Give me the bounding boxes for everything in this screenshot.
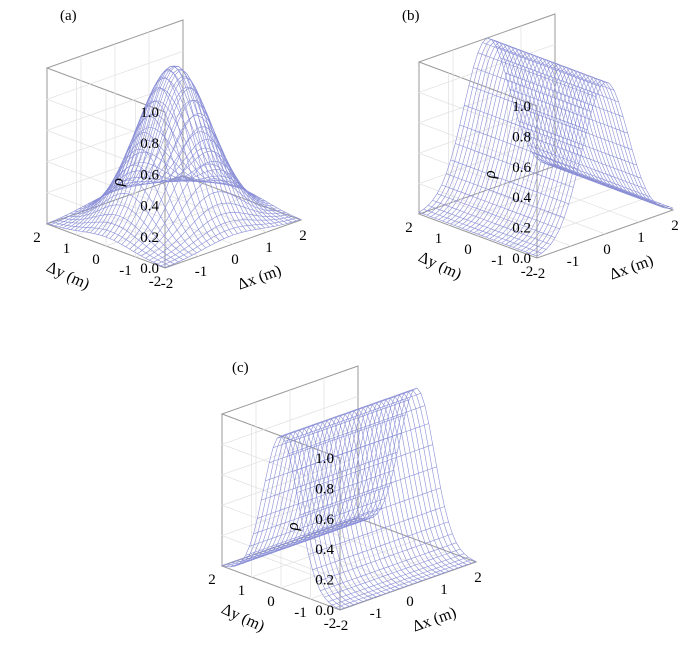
- x-axis-title: Δx (m): [607, 252, 655, 283]
- z-tick-label: 0.6: [315, 512, 334, 528]
- x-tick-label: 1: [265, 240, 273, 256]
- y-tick-label: -2: [324, 616, 337, 632]
- surface-plot-b: 0.0 0.2 0.4 0.6 0.8 1.0 -2 -1 0 1 2 -2 -1 0 1 2 Δx (m) Δy…: [402, 8, 679, 284]
- x-tick-label: 2: [671, 218, 679, 234]
- y-tick-label: 0: [464, 242, 472, 258]
- z-axis-title: ρ: [108, 178, 127, 187]
- y-tick-label: 2: [33, 230, 41, 246]
- z-tick-label: 0.8: [315, 481, 334, 497]
- y-tick-label: 1: [435, 231, 443, 247]
- x-tick-label: 0: [406, 594, 414, 610]
- grid-lines: [417, 26, 644, 248]
- z-tick-label: 0.0: [140, 261, 159, 277]
- z-tick-label: 1.0: [512, 99, 531, 115]
- z-tick-label: 1.0: [140, 105, 159, 121]
- z-tick-label: 0.2: [512, 221, 531, 237]
- y-axis-title: Δy (m): [416, 249, 464, 284]
- y-tick-label: 1: [63, 241, 71, 257]
- surface-mesh: [221, 387, 477, 610]
- x-axis-title: Δx (m): [235, 262, 283, 293]
- z-tick-label: 0.8: [512, 129, 531, 145]
- z-tick-label: 0.2: [140, 230, 159, 246]
- x-tick-label: 2: [299, 228, 307, 244]
- y-tick-label: -1: [491, 253, 504, 269]
- y-tick-label: -2: [149, 274, 162, 290]
- panel-label: (b): [402, 8, 420, 24]
- panel-label: (c): [232, 360, 249, 376]
- x-tick-label: 2: [474, 570, 482, 586]
- x-axis-title: Δx (m): [410, 604, 458, 635]
- z-tick-label: 0.0: [512, 251, 531, 267]
- z-tick-label: 0.2: [315, 573, 334, 589]
- surface-plot-c: 0.0 0.2 0.4 0.6 0.8 1.0 -2 -1 0 1 2 -2 -1 0 1 2 Δx (m) Δy…: [208, 360, 482, 636]
- surface-mesh: [46, 65, 302, 268]
- x-tick-label: -2: [161, 276, 174, 292]
- y-axis-title: Δy (m): [44, 259, 92, 294]
- z-tick-label: 0.4: [140, 199, 159, 215]
- x-tick-label: -1: [195, 264, 208, 280]
- y-tick-label: 2: [208, 572, 216, 588]
- x-tick-label: -1: [567, 254, 580, 270]
- y-tick-label: 0: [267, 594, 275, 610]
- z-tick-label: 1.0: [315, 451, 334, 467]
- y-tick-label: -1: [294, 605, 307, 621]
- x-tick-label: 1: [637, 230, 645, 246]
- y-tick-label: -1: [119, 263, 132, 279]
- z-tick-label: 0.8: [140, 136, 159, 152]
- y-tick-label: 0: [92, 252, 100, 268]
- y-tick-label: 2: [405, 220, 413, 236]
- x-tick-label: 0: [231, 252, 239, 268]
- y-axis-title: Δy (m): [219, 601, 267, 636]
- z-tick-label: 0.4: [512, 190, 531, 206]
- x-tick-label: -1: [370, 606, 383, 622]
- x-tick-label: -2: [533, 266, 546, 282]
- z-tick-label: 0.6: [512, 160, 531, 176]
- x-tick-label: -2: [336, 618, 349, 634]
- x-tick-label: 1: [440, 582, 448, 598]
- x-tick-label: 0: [603, 242, 611, 258]
- panel-label: (a): [60, 8, 77, 24]
- z-tick-label: 0.0: [315, 603, 334, 619]
- z-tick-label: 0.6: [140, 167, 159, 183]
- surface-plot-a: 0.0 0.2 0.4 0.6 0.8 1.0 -2 -1 0 1 2 -2 -1 0 1 2 Δx (m) Δy…: [33, 8, 307, 294]
- y-tick-label: -2: [521, 264, 534, 280]
- z-axis-title: ρ: [480, 170, 499, 179]
- z-axis-title: ρ: [283, 522, 302, 531]
- y-tick-label: 1: [238, 583, 246, 599]
- surface-mesh: [418, 37, 674, 257]
- z-tick-label: 0.4: [315, 542, 334, 558]
